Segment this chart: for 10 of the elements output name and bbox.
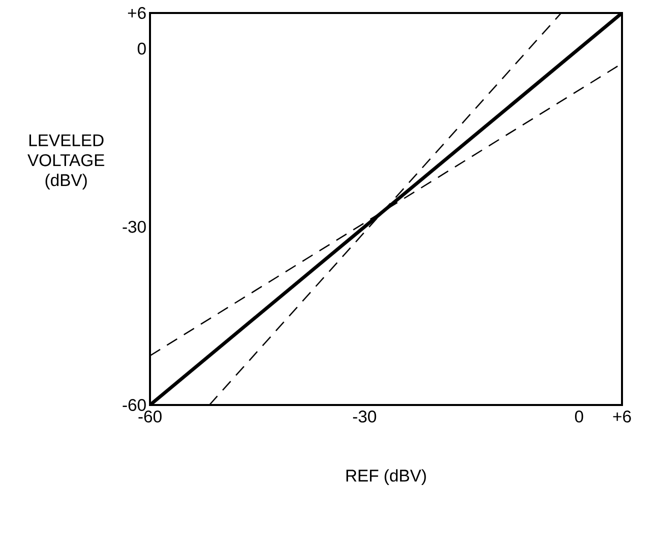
y-tick-label: +6 bbox=[128, 7, 146, 19]
y-tick-label: -30 bbox=[122, 220, 146, 233]
x-tick-label: -60 bbox=[138, 410, 162, 423]
x-tick-label: +6 bbox=[613, 410, 631, 423]
x-axis-title: REF (dBV) bbox=[346, 469, 426, 485]
y-tick-label: -60 bbox=[122, 399, 146, 411]
y-tick-label: 0 bbox=[138, 42, 146, 55]
x-tick-label: -30 bbox=[353, 410, 376, 423]
y-axis-title: LEVELED VOLTAGE (dBV) bbox=[28, 134, 104, 190]
x-tick-label: 0 bbox=[575, 410, 584, 423]
